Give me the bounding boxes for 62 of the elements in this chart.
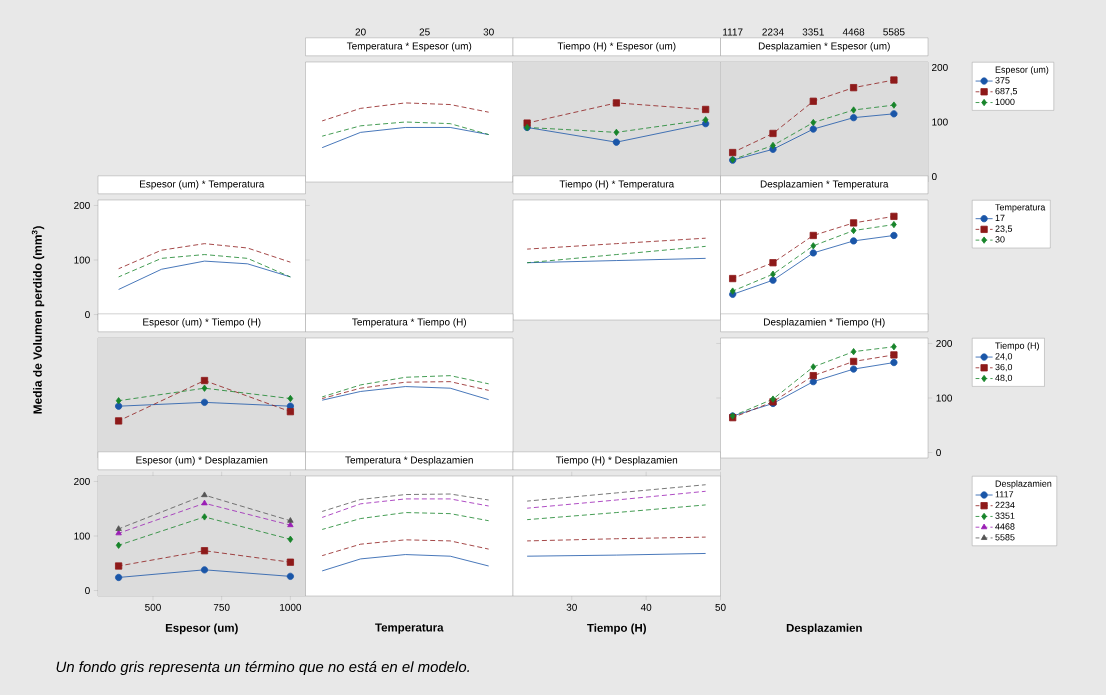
- x-axis-title: Desplazamien: [786, 623, 862, 635]
- chart-title: Espesor (um) * Desplazamien: [136, 456, 268, 466]
- x-tick-label: 30: [483, 28, 494, 36]
- text: Un fondo gris representa un término que no está en el modelo.: [56, 660, 469, 676]
- x-tick-label: 5585: [883, 28, 905, 36]
- legend-label: 30: [995, 236, 1005, 243]
- legend-label: 48,0: [995, 374, 1013, 383]
- x-axis-title: Espesor (um): [165, 623, 238, 635]
- x-tick-label: 500: [145, 603, 161, 611]
- y-tick-label: 200: [74, 477, 90, 485]
- legend-label: 2234: [995, 501, 1015, 509]
- legend-label: 36,0: [995, 363, 1013, 372]
- legend-label: 17: [995, 214, 1005, 222]
- y-tick-label: 100: [74, 532, 90, 540]
- chart-title: Desplazamien * Tiempo (H): [764, 318, 885, 328]
- chart-title: Tiempo (H) * Espesor (um): [557, 42, 676, 52]
- chart-title: Espesor (um) * Tiempo (H): [143, 318, 261, 328]
- legend-title: Temperatura: [995, 204, 1046, 213]
- y-tick-label: 100: [932, 118, 948, 126]
- legend-label: 5585: [995, 534, 1015, 541]
- chart-title: Desplazamien * Temperatura: [760, 180, 889, 190]
- y-tick-label: 200: [932, 63, 948, 71]
- legend-label: 23,5: [995, 225, 1013, 233]
- x-tick-label: 20: [355, 28, 366, 36]
- y-tick-label: 200: [936, 339, 953, 347]
- legend-label: 687,5: [995, 87, 1018, 96]
- x-tick-label: 2234: [762, 28, 784, 36]
- x-tick-label: 40: [640, 603, 652, 611]
- y-tick-label: 200: [74, 201, 90, 209]
- legend-label: 1117: [995, 491, 1014, 498]
- legend-title: Desplazamien: [995, 480, 1052, 489]
- chart-title: Espesor (um) * Temperatura: [140, 180, 265, 190]
- x-tick-label: 1117: [723, 28, 743, 36]
- legend-label: 375: [995, 77, 1010, 84]
- x-tick-label: 4468: [842, 28, 865, 36]
- x-tick-label: 3351: [802, 28, 824, 36]
- chart-title: Temperatura * Desplazamien: [345, 456, 473, 466]
- legend-title: Espesor (um): [995, 66, 1049, 75]
- legend-label: 1000: [995, 98, 1015, 106]
- y-tick-label: 0: [936, 449, 941, 457]
- chart-title: Temperatura * Espesor (um): [346, 42, 472, 52]
- legend-label: 4468: [995, 523, 1015, 530]
- x-axis-title: Temperatura: [375, 623, 444, 634]
- legend-label: 3351: [995, 512, 1015, 519]
- x-tick-label: 1000: [280, 603, 302, 611]
- y-tick-label: 0: [85, 311, 90, 319]
- y-tick-label: 100: [74, 256, 90, 264]
- legend-label: 24,0: [995, 353, 1013, 361]
- chart-title: Desplazamien * Espesor (um): [758, 42, 890, 52]
- chart-title: Tiempo (H) * Temperatura: [559, 180, 675, 190]
- y-tick-label: 0: [85, 587, 90, 595]
- x-tick-label: 25: [419, 28, 430, 36]
- x-tick-label: 750: [213, 603, 230, 611]
- x-tick-label: 50: [715, 603, 726, 611]
- text: Media de Volumen perdido (mm$^{3}$): [31, 226, 45, 414]
- legend-title: Tiempo (H): [995, 342, 1039, 351]
- y-tick-label: 100: [936, 394, 953, 402]
- x-tick-label: 30: [566, 603, 577, 611]
- y-tick-label: 0: [931, 173, 937, 181]
- x-axis-title: Tiempo (H): [587, 623, 646, 635]
- chart-title: Tiempo (H) * Desplazamien: [555, 456, 678, 466]
- chart-title: Temperatura * Tiempo (H): [352, 318, 467, 328]
